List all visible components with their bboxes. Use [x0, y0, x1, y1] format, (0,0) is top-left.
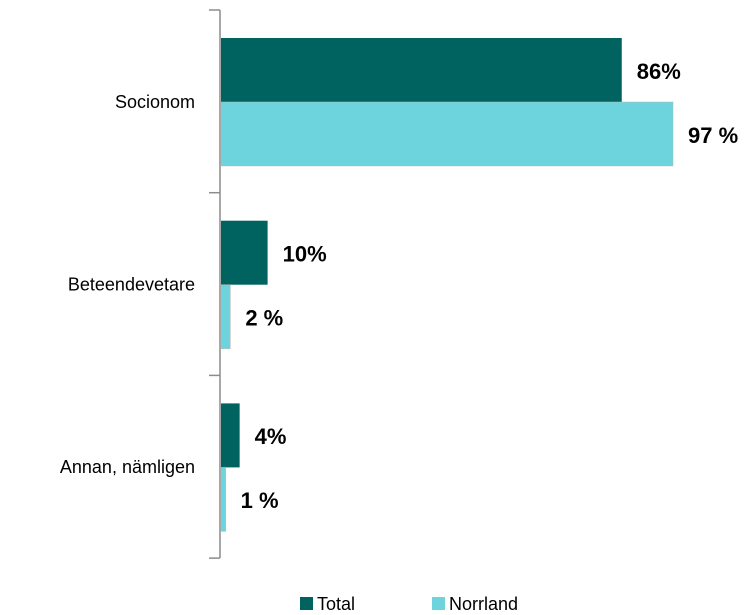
category-label: Annan, nämligen	[60, 457, 195, 477]
bar	[220, 101, 674, 167]
bar	[221, 403, 240, 468]
category-label: Socionom	[115, 92, 195, 112]
legend-label: Norrland	[449, 594, 518, 614]
value-label: 10%	[283, 242, 327, 267]
bar	[221, 220, 268, 285]
value-label: 4%	[255, 424, 287, 449]
bar	[220, 284, 231, 349]
value-label: 97 %	[688, 123, 738, 148]
legend-label: Total	[317, 594, 355, 614]
bar	[221, 38, 622, 102]
value-label: 86%	[637, 59, 681, 84]
bar	[220, 467, 226, 532]
legend-swatch	[300, 597, 313, 610]
legend-swatch	[432, 597, 445, 610]
value-label: 1 %	[241, 488, 279, 513]
category-label: Beteendevetare	[68, 274, 195, 294]
value-label: 2 %	[245, 306, 283, 331]
